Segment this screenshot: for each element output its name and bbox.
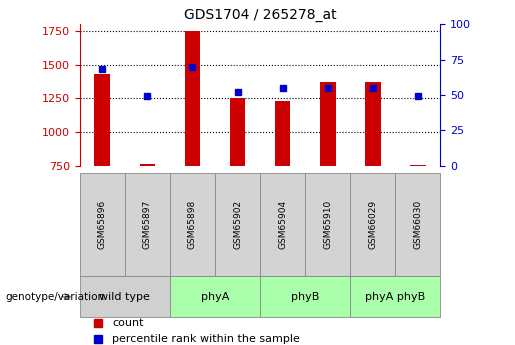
Bar — [230, 98, 246, 166]
Bar — [274, 101, 290, 166]
Bar — [80, 276, 170, 317]
Bar — [260, 172, 305, 276]
Text: count: count — [112, 318, 144, 328]
Text: GSM65904: GSM65904 — [278, 200, 287, 249]
Text: GSM66029: GSM66029 — [368, 200, 377, 249]
Text: genotype/variation: genotype/variation — [5, 292, 104, 302]
Bar — [140, 164, 156, 166]
Bar — [410, 165, 426, 166]
Bar — [350, 172, 396, 276]
Bar — [396, 172, 440, 276]
Bar — [365, 82, 381, 166]
Text: GSM65902: GSM65902 — [233, 200, 242, 249]
Bar — [170, 276, 260, 317]
Text: GSM65910: GSM65910 — [323, 200, 332, 249]
Bar — [125, 172, 170, 276]
Text: percentile rank within the sample: percentile rank within the sample — [112, 334, 300, 344]
Bar — [94, 74, 110, 166]
Bar — [260, 276, 350, 317]
Bar — [170, 172, 215, 276]
Bar — [350, 276, 440, 317]
Text: phyA: phyA — [201, 292, 229, 302]
Text: GSM65896: GSM65896 — [98, 200, 107, 249]
Text: GSM66030: GSM66030 — [414, 200, 422, 249]
Bar — [184, 31, 200, 166]
Text: GSM65897: GSM65897 — [143, 200, 152, 249]
Text: phyA phyB: phyA phyB — [365, 292, 425, 302]
Bar — [215, 172, 260, 276]
Text: wild type: wild type — [99, 292, 150, 302]
Bar — [80, 172, 125, 276]
Bar — [320, 82, 336, 166]
Text: GSM65898: GSM65898 — [188, 200, 197, 249]
Title: GDS1704 / 265278_at: GDS1704 / 265278_at — [184, 8, 336, 22]
Text: phyB: phyB — [291, 292, 319, 302]
Bar — [305, 172, 350, 276]
